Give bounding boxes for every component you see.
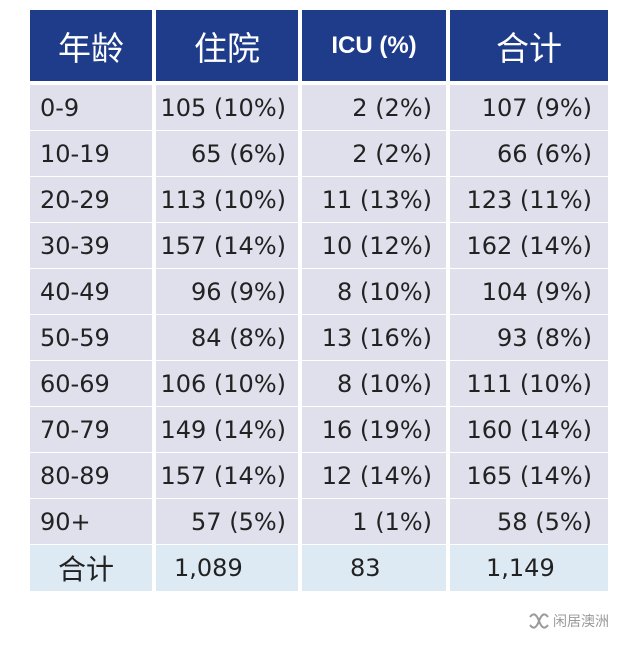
header-hospitalized: 住院 — [156, 10, 298, 81]
cell-age-range: 30-39 — [30, 223, 152, 268]
cell-icu: 2 (2%) — [302, 131, 446, 176]
table-row: 90+ 57 (5%) 1 (1%) 58 (5%) — [30, 499, 608, 544]
table-row: 60-69 106 (10%) 8 (10%) 111 (10%) — [30, 361, 608, 406]
cell-icu: 8 (10%) — [302, 269, 446, 314]
cell-total: 107 (9%) — [450, 85, 608, 130]
total-all: 1,149 — [450, 545, 608, 591]
table-row: 30-39 157 (14%) 10 (12%) 162 (14%) — [30, 223, 608, 268]
cell-age-range: 10-19 — [30, 131, 152, 176]
table-row: 10-19 65 (6%) 2 (2%) 66 (6%) — [30, 131, 608, 176]
cell-hospitalized: 84 (8%) — [156, 315, 298, 360]
cell-total: 58 (5%) — [450, 499, 608, 544]
cell-age-range: 40-49 — [30, 269, 152, 314]
cell-age-range: 80-89 — [30, 453, 152, 498]
total-label: 合计 — [30, 545, 152, 591]
cell-total: 162 (14%) — [450, 223, 608, 268]
table-row: 80-89 157 (14%) 12 (14%) 165 (14%) — [30, 453, 608, 498]
table-row: 50-59 84 (8%) 13 (16%) 93 (8%) — [30, 315, 608, 360]
cell-total: 111 (10%) — [450, 361, 608, 406]
cell-age-range: 90+ — [30, 499, 152, 544]
table-row: 40-49 96 (9%) 8 (10%) 104 (9%) — [30, 269, 608, 314]
cell-age-range: 50-59 — [30, 315, 152, 360]
watermark: 闲居澳洲 — [528, 611, 609, 631]
cell-age-range: 60-69 — [30, 361, 152, 406]
cell-age-range: 0-9 — [30, 85, 152, 130]
cell-hospitalized: 157 (14%) — [156, 223, 298, 268]
cell-hospitalized: 105 (10%) — [156, 85, 298, 130]
cell-icu: 12 (14%) — [302, 453, 446, 498]
wechat-channel-icon — [529, 613, 549, 629]
cell-total: 123 (11%) — [450, 177, 608, 222]
total-hospitalized: 1,089 — [156, 545, 298, 591]
header-icu: ICU (%) — [302, 10, 446, 81]
cell-icu: 10 (12%) — [302, 223, 446, 268]
watermark-text: 闲居澳洲 — [553, 614, 609, 630]
cell-total: 165 (14%) — [450, 453, 608, 498]
table-total-row: 合计 1,089 83 1,149 — [30, 545, 608, 591]
cell-hospitalized: 106 (10%) — [156, 361, 298, 406]
cell-hospitalized: 57 (5%) — [156, 499, 298, 544]
table-header-row: 年龄 住院 ICU (%) 合计 — [30, 10, 608, 81]
cell-icu: 16 (19%) — [302, 407, 446, 452]
cell-hospitalized: 96 (9%) — [156, 269, 298, 314]
cell-hospitalized: 65 (6%) — [156, 131, 298, 176]
cell-icu: 1 (1%) — [302, 499, 446, 544]
cell-hospitalized: 113 (10%) — [156, 177, 298, 222]
cell-total: 160 (14%) — [450, 407, 608, 452]
cell-icu: 8 (10%) — [302, 361, 446, 406]
cell-hospitalized: 157 (14%) — [156, 453, 298, 498]
total-icu: 83 — [302, 545, 446, 591]
cell-age-range: 70-79 — [30, 407, 152, 452]
cell-total: 93 (8%) — [450, 315, 608, 360]
table-row: 0-9 105 (10%) 2 (2%) 107 (9%) — [30, 85, 608, 130]
cell-hospitalized: 149 (14%) — [156, 407, 298, 452]
table-row: 70-79 149 (14%) 16 (19%) 160 (14%) — [30, 407, 608, 452]
age-table: 年龄 住院 ICU (%) 合计 0-9 105 (10%) 2 (2%) 107 (… — [30, 10, 608, 592]
cell-total: 104 (9%) — [450, 269, 608, 314]
table-row: 20-29 113 (10%) 11 (13%) 123 (11%) — [30, 177, 608, 222]
cell-total: 66 (6%) — [450, 131, 608, 176]
cell-icu: 13 (16%) — [302, 315, 446, 360]
cell-age-range: 20-29 — [30, 177, 152, 222]
header-age: 年龄 — [30, 10, 152, 81]
cell-icu: 2 (2%) — [302, 85, 446, 130]
cell-icu: 11 (13%) — [302, 177, 446, 222]
header-total: 合计 — [450, 10, 608, 81]
